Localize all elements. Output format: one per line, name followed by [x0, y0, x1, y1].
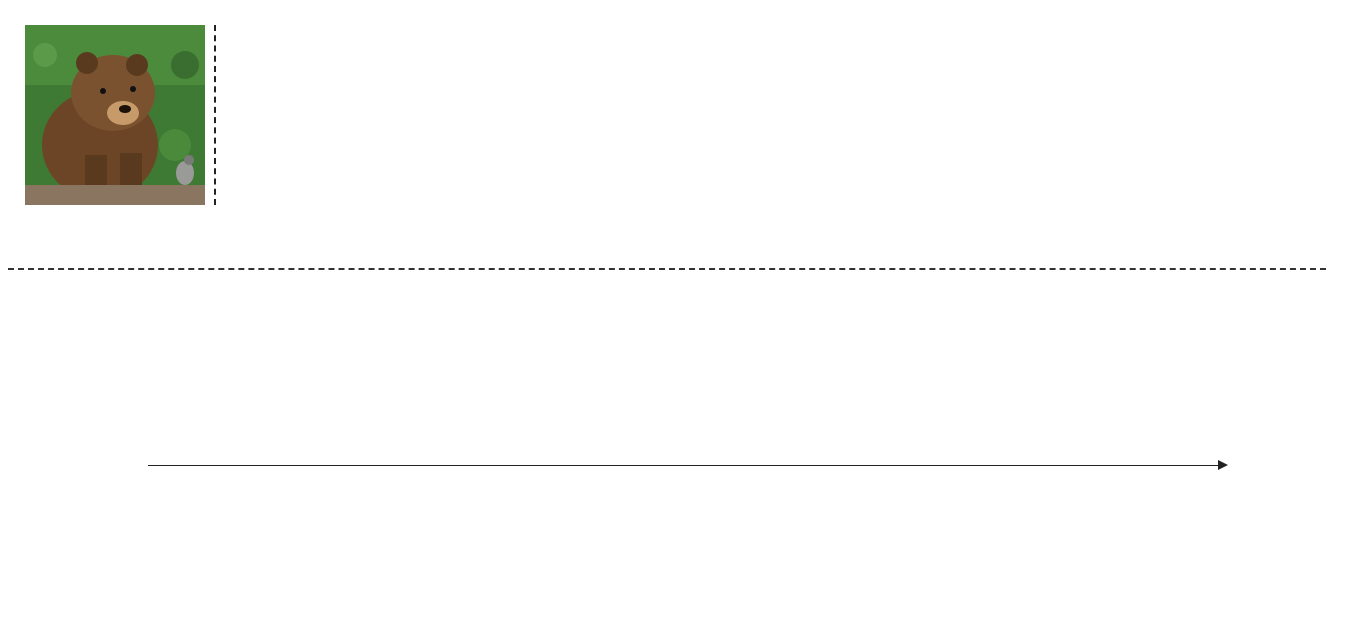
time-arrow-line	[148, 465, 1220, 466]
synthesized-image	[25, 25, 205, 205]
arrow-right-icon	[1218, 460, 1228, 470]
separator-horizontal	[8, 268, 1326, 270]
row-label	[8, 340, 48, 440]
separator-vertical	[214, 25, 216, 205]
